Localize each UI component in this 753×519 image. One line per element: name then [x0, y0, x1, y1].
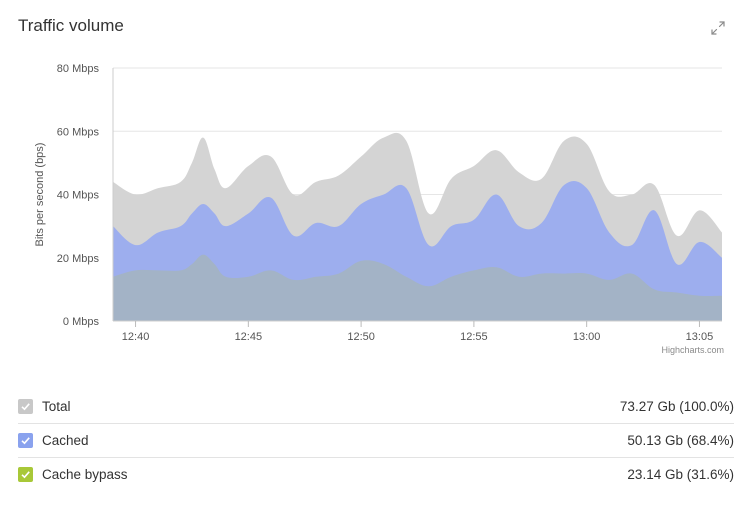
legend-label-cached: Cached — [42, 433, 89, 448]
legend-item-total[interactable]: Total 73.27 Gb (100.0%) — [18, 390, 734, 424]
legend-checkbox-cache-bypass[interactable] — [18, 467, 33, 482]
checkmark-icon — [21, 437, 30, 445]
legend-label-total: Total — [42, 399, 71, 414]
legend-checkbox-cached[interactable] — [18, 433, 33, 448]
legend-label-cache-bypass: Cache bypass — [42, 467, 128, 482]
legend-item-cached[interactable]: Cached 50.13 Gb (68.4%) — [18, 424, 734, 458]
y-tick-label: 80 Mbps — [57, 63, 100, 75]
y-axis-title: Bits per second (bps) — [34, 143, 46, 247]
x-tick-label: 12:40 — [122, 331, 150, 343]
x-tick-label: 13:05 — [686, 331, 714, 343]
widget-title: Traffic volume — [18, 16, 124, 35]
legend-value-total: 73.27 Gb (100.0%) — [619, 399, 734, 414]
legend-value-cache-bypass: 23.14 Gb (31.6%) — [627, 467, 734, 482]
y-tick-label: 60 Mbps — [57, 126, 100, 138]
x-tick-label: 12:45 — [235, 331, 263, 343]
y-tick-label: 0 Mbps — [63, 316, 100, 328]
highcharts-credit: Highcharts.com — [661, 345, 724, 355]
area-series-cache-bypass — [113, 254, 722, 321]
checkmark-icon — [21, 471, 30, 479]
traffic-area-chart: 0 Mbps 20 Mbps 40 Mbps 60 Mbps 80 Mbps 12:40 1… — [34, 63, 724, 355]
y-tick-label: 20 Mbps — [57, 253, 100, 265]
x-tick-label: 12:50 — [347, 331, 375, 343]
legend-item-cache-bypass[interactable]: Cache bypass 23.14 Gb (31.6%) — [18, 458, 734, 491]
legend-value-cached: 50.13 Gb (68.4%) — [627, 433, 734, 448]
x-tick-label: 13:00 — [573, 331, 601, 343]
legend-checkbox-total[interactable] — [18, 399, 33, 414]
checkmark-icon — [21, 403, 30, 411]
expand-arrows-icon[interactable] — [709, 19, 727, 37]
x-tick-label: 12:55 — [460, 331, 488, 343]
y-tick-label: 40 Mbps — [57, 190, 100, 202]
legend: Total 73.27 Gb (100.0%) Cached 50.13 Gb … — [18, 390, 734, 491]
